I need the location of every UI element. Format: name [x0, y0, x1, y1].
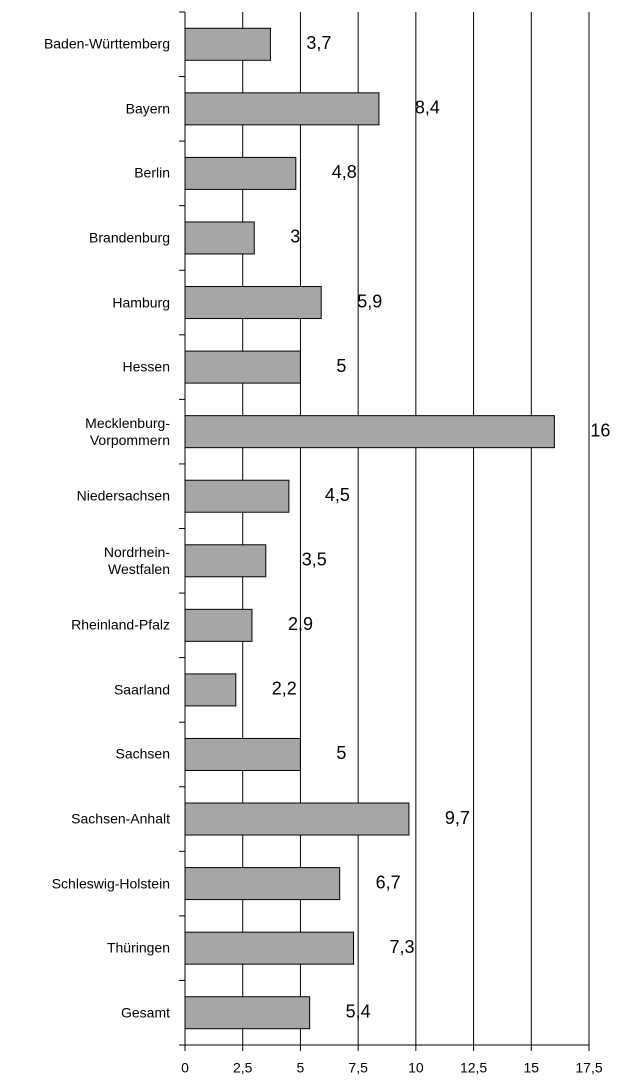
- y-tick-label: Niedersachsen: [76, 487, 170, 504]
- bar: [184, 479, 290, 513]
- value-label: 5,9: [357, 291, 382, 311]
- value-label: 8,4: [415, 98, 440, 118]
- y-tick-label: Berlin: [134, 164, 170, 181]
- value-label: 5: [336, 743, 346, 763]
- value-label: 3,7: [306, 33, 331, 53]
- y-tick-label: Bayern: [125, 100, 170, 117]
- x-tick-label: 0: [181, 1060, 189, 1076]
- value-label: 9,7: [445, 808, 470, 828]
- bar: [184, 350, 301, 384]
- y-tick-label: Saarland: [113, 681, 170, 698]
- bar: [184, 286, 322, 320]
- bar: [184, 92, 380, 126]
- bar: [184, 221, 255, 255]
- bar: [184, 544, 267, 578]
- x-tick-label: 17,5: [575, 1060, 602, 1076]
- value-label: 7,3: [390, 937, 415, 957]
- y-tick-label: Baden-Württemberg: [43, 35, 170, 52]
- y-tick-label: Rheinland-Pfalz: [71, 616, 170, 633]
- y-tick-label: Sachsen: [115, 745, 170, 762]
- bar: [184, 156, 297, 190]
- value-label: 6,7: [376, 872, 401, 892]
- x-tick-label: 12,5: [460, 1060, 487, 1076]
- value-label: 5: [336, 356, 346, 376]
- y-tick-label: Hessen: [122, 358, 170, 375]
- value-label: 2,2: [272, 679, 297, 699]
- bar: [184, 737, 301, 771]
- bar: [184, 673, 237, 707]
- value-label: 4,8: [332, 162, 357, 182]
- bar: [184, 867, 341, 901]
- value-label: 2,9: [288, 614, 313, 634]
- y-tick-label: Gesamt: [120, 1004, 170, 1021]
- y-tick-label: Thüringen: [106, 939, 170, 956]
- bar: [184, 931, 355, 965]
- y-tick-label: Brandenburg: [89, 229, 170, 246]
- value-label: 16: [590, 420, 610, 440]
- bar: [184, 27, 271, 61]
- y-tick-label: Mecklenburg- Vorpommern: [85, 414, 170, 448]
- value-label: 5,4: [346, 1001, 371, 1021]
- bar: [184, 415, 555, 449]
- x-tick-label: 15: [523, 1060, 539, 1076]
- y-tick-label: Sachsen-Anhalt: [71, 810, 170, 827]
- bar: [184, 802, 410, 836]
- x-tick-label: 10: [408, 1060, 424, 1076]
- x-tick-label: 5: [297, 1060, 305, 1076]
- y-tick-label: Schleswig-Holstein: [51, 875, 170, 892]
- x-tick-label: 2,5: [233, 1060, 253, 1076]
- y-tick-label: Hamburg: [112, 294, 170, 311]
- x-tick-label: 7,5: [348, 1060, 368, 1076]
- value-label: 3: [290, 227, 300, 247]
- bar: [184, 996, 311, 1030]
- bar: [184, 608, 253, 642]
- value-label: 4,5: [325, 485, 350, 505]
- y-tick-label: Nordrhein- Westfalen: [103, 543, 170, 577]
- value-label: 3,5: [302, 550, 327, 570]
